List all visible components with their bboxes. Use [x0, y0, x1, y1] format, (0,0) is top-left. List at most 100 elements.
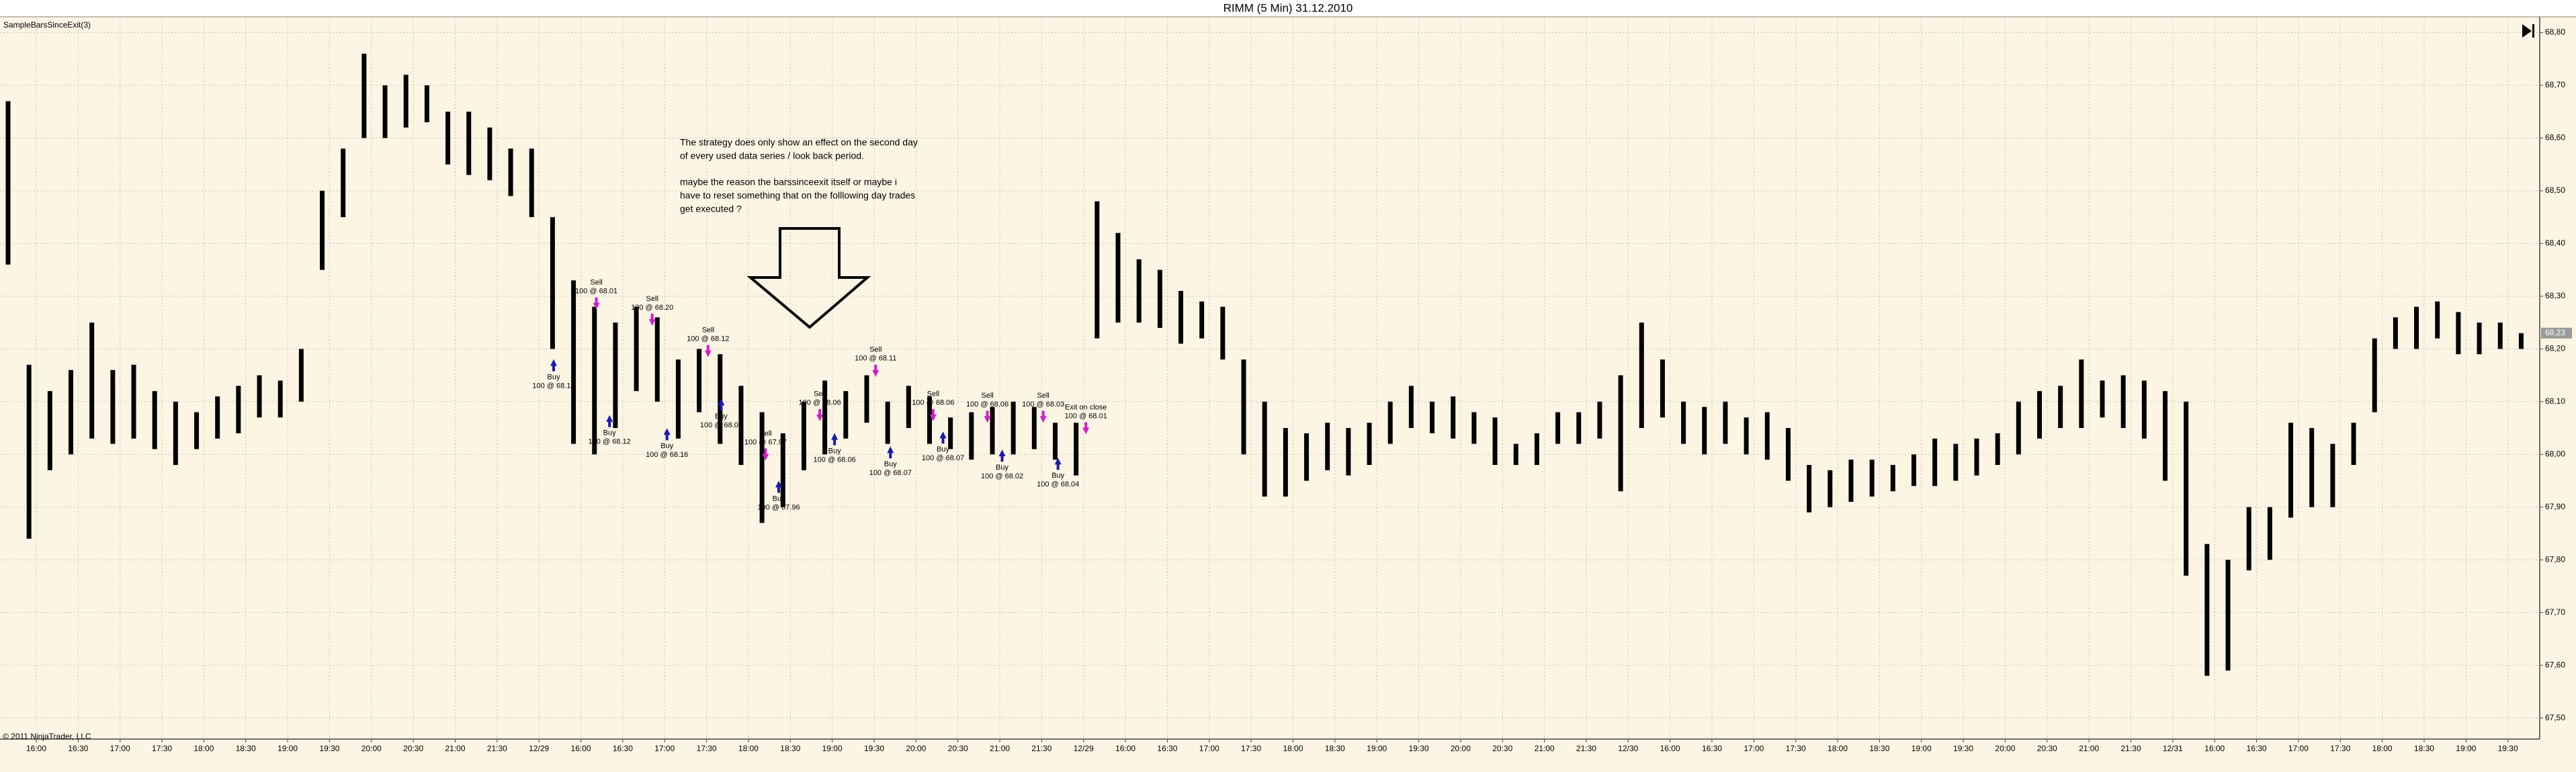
x-tick-label: 16:00: [2204, 744, 2225, 753]
y-tick-label: 68,60: [2545, 133, 2565, 142]
big-arrow: [746, 227, 871, 329]
y-tick-label: 67,80: [2545, 554, 2565, 564]
x-tick-label: 20:30: [948, 744, 968, 753]
trade-label: Buy: [1051, 472, 1064, 480]
trade-label: Buy: [660, 442, 673, 450]
trade-label: Sell: [590, 278, 602, 286]
price-bar: [990, 406, 995, 455]
price-bar: [927, 396, 932, 444]
price-bar: [1974, 438, 1979, 476]
x-tick-label: 18:30: [2414, 744, 2434, 753]
y-tick-label: 68,00: [2545, 449, 2565, 458]
buy-arrow: [887, 446, 894, 459]
x-tick-label: 18:00: [2372, 744, 2393, 753]
x-tick-label: 17:30: [697, 744, 717, 753]
y-tick-label: 68,20: [2545, 344, 2565, 353]
trade-detail: 100 @ 67.97: [744, 438, 787, 446]
trade-detail: 100 @ 68.11: [855, 355, 896, 363]
x-tick-label: 20:00: [1451, 744, 1471, 753]
x-tick-label: 17:00: [1199, 744, 1219, 753]
y-tick-label: 68,80: [2545, 28, 2565, 37]
chart-title: RIMM (5 Min) 31.12.2010: [1223, 1, 1353, 14]
x-tick-label: 19:00: [1367, 744, 1387, 753]
y-tick-label: 67,90: [2545, 502, 2565, 511]
note-line: have to reset something that on the foll…: [680, 190, 915, 201]
price-bar: [215, 396, 220, 439]
sell-arrow: [984, 411, 991, 423]
trade-label: Exit on close: [1065, 403, 1107, 411]
price-bar: [1869, 460, 1875, 497]
trade-label: Buy: [548, 374, 560, 382]
indicator-label: SampleBarsSinceExit(3): [3, 20, 91, 30]
note-line: The strategy does only show an effect on…: [680, 137, 918, 148]
x-tick-label: 16:30: [68, 744, 88, 753]
price-bar: [1304, 433, 1310, 481]
y-tick-label: 67,50: [2545, 713, 2565, 722]
price-bar: [1220, 306, 1226, 360]
copyright: © 2011 NinjaTrader, LLC: [3, 732, 91, 741]
trade-detail: 100 @ 68.01: [575, 287, 617, 295]
price-bar: [47, 391, 52, 470]
price-bar: [1828, 470, 1833, 507]
price-bar: [361, 53, 367, 138]
x-tick-label: 17:30: [1241, 744, 1261, 753]
trade-detail: 100 @ 68.04: [1037, 480, 1079, 488]
x-tick-label: 19:30: [319, 744, 339, 753]
x-tick-label: 12/29: [1074, 744, 1094, 753]
trade-label: Sell: [869, 346, 882, 354]
trade-detail: 100 @ 68.07: [922, 454, 964, 462]
price-bar: [1555, 412, 1561, 444]
y-tick-label: 67,60: [2545, 660, 2565, 669]
price-bar: [864, 375, 869, 423]
price-bar: [298, 349, 304, 402]
price-bar: [1911, 454, 1916, 486]
play-triangle: [2522, 24, 2532, 38]
price-bar: [2267, 507, 2272, 560]
price-bar: [675, 359, 681, 439]
y-tick-label: 68,40: [2545, 239, 2565, 248]
price-bar: [529, 148, 534, 218]
buy-arrow: [550, 359, 558, 372]
x-tick-label: 18:00: [1828, 744, 1848, 753]
price-bar: [1639, 323, 1644, 429]
x-tick-label: 16:30: [613, 744, 633, 753]
price-bar: [550, 217, 555, 349]
trade-label: Buy: [884, 460, 897, 468]
price-bar: [1451, 396, 1456, 439]
y-tick-label: 68,30: [2545, 291, 2565, 300]
price-bar: [906, 386, 911, 429]
sell-arrow: [1039, 411, 1047, 423]
price-bar: [1031, 406, 1037, 449]
price-bar: [236, 386, 241, 433]
x-tick-label: 18:00: [194, 744, 214, 753]
play-bar: [2532, 24, 2534, 38]
trade-detail: 100 @ 68.02: [981, 472, 1023, 480]
price-bar: [1597, 401, 1602, 439]
price-bar: [1430, 401, 1435, 433]
price-bar: [110, 370, 116, 444]
buy-arrow: [1054, 458, 1062, 470]
price-bar: [1387, 401, 1393, 444]
price-bar: [2016, 401, 2021, 455]
x-tick-label: 20:00: [906, 744, 926, 753]
price-bar: [948, 417, 953, 449]
price-bar: [26, 364, 32, 539]
price-bar: [2246, 507, 2251, 570]
play-icon[interactable]: [2522, 24, 2534, 38]
price-bar: [1660, 359, 1665, 418]
price-bar: [1262, 401, 1267, 497]
price-bar: [2414, 306, 2419, 349]
x-tick-label: 18:00: [1283, 744, 1303, 753]
price-bar: [320, 190, 325, 270]
sell-arrow: [762, 448, 769, 461]
title-bar: [0, 0, 2576, 16]
x-tick-label: 21:00: [2079, 744, 2099, 753]
price-bar: [1408, 386, 1414, 429]
trade-detail: 100 @ 68.01: [1065, 412, 1107, 420]
price-bar: [634, 306, 639, 392]
price-bar: [341, 148, 346, 218]
x-tick-label: 16:30: [1702, 744, 1722, 753]
y-tick-label: 68,70: [2545, 80, 2565, 89]
price-bar: [1764, 412, 1770, 460]
